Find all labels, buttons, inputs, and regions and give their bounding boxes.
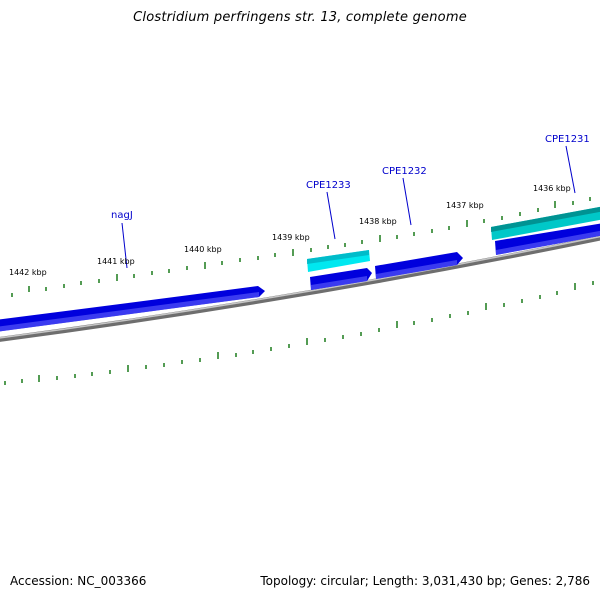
accession-text: Accession: NC_003366: [10, 574, 147, 588]
gene-labels: nagJ CPE1233 CPE1232 CPE1231: [111, 134, 590, 221]
kbp-label-1437: 1437 kbp: [446, 201, 484, 210]
kbp-label-1440: 1440 kbp: [184, 245, 222, 254]
gene-nagJ: [0, 286, 265, 332]
gene-label-CPE1232: CPE1232: [382, 166, 427, 177]
kbp-label-1441: 1441 kbp: [97, 257, 135, 266]
kbp-label-1439: 1439 kbp: [272, 233, 310, 242]
gene-CPE1231: [491, 206, 600, 255]
kbp-label-1438: 1438 kbp: [359, 217, 397, 226]
kbp-label-1436: 1436 kbp: [533, 184, 571, 193]
gene-label-CPE1233: CPE1233: [306, 180, 351, 191]
upper-tick-row: [11, 197, 591, 297]
gene-label-leaders: [121, 145, 576, 269]
genome-backbone: [0, 235, 600, 342]
kbp-labels: 1442 kbp 1441 kbp 1440 kbp 1439 kbp 1438…: [9, 184, 571, 277]
lower-tick-row: [4, 281, 594, 385]
gene-label-nagJ: nagJ: [111, 210, 133, 221]
gene-label-CPE1231: CPE1231: [545, 134, 590, 145]
kbp-label-1442: 1442 kbp: [9, 268, 47, 277]
gene-CPE1232: [375, 252, 463, 279]
genome-summary-text: Topology: circular; Length: 3,031,430 bp…: [260, 574, 590, 588]
map-title: Clostridium perfringens str. 13, complet…: [133, 10, 467, 25]
gene-CPE1233: [307, 250, 372, 290]
